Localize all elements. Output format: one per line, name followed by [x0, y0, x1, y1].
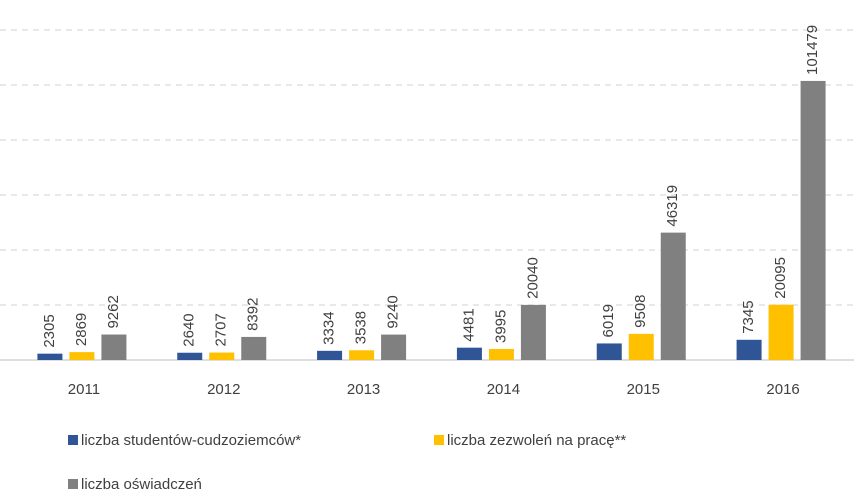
- bar: [349, 350, 375, 360]
- bar: [596, 343, 622, 360]
- legend-swatch: [434, 435, 444, 445]
- data-label: 3538: [353, 311, 370, 344]
- data-label: 20095: [772, 257, 789, 299]
- bar: [381, 334, 407, 360]
- x-tick-label: 2015: [627, 381, 660, 398]
- bar: [488, 349, 514, 360]
- x-tick-label: 2013: [347, 381, 380, 398]
- data-label: 20040: [524, 257, 541, 299]
- legend-swatch: [68, 435, 78, 445]
- bar: [317, 350, 343, 360]
- bar: [69, 352, 95, 360]
- data-label: 2869: [73, 313, 90, 346]
- x-tick-label: 2012: [207, 381, 240, 398]
- bar: [209, 352, 235, 360]
- data-label: 4481: [460, 308, 477, 341]
- data-label: 2640: [181, 313, 198, 346]
- bar: [101, 334, 127, 360]
- data-label: 2707: [213, 313, 230, 346]
- bar: [37, 353, 63, 360]
- bar: [660, 232, 686, 360]
- x-tick-label: 2011: [68, 381, 100, 398]
- data-label: 8392: [245, 298, 262, 331]
- bar: [456, 347, 482, 360]
- legend-label: liczba oświadczeń: [81, 476, 202, 493]
- data-label: 9240: [385, 295, 402, 328]
- bar: [177, 352, 203, 360]
- bar: [768, 304, 794, 360]
- bar: [241, 336, 267, 360]
- data-label: 3995: [492, 310, 509, 343]
- data-label: 2305: [41, 314, 58, 347]
- data-label: 7345: [740, 300, 757, 333]
- bar: [520, 304, 546, 360]
- legend-label: liczba zezwoleń na pracę**: [447, 432, 626, 449]
- x-tick-label: 2014: [487, 381, 520, 398]
- data-label: 3334: [321, 311, 338, 344]
- data-label: 46319: [664, 185, 681, 227]
- data-label: 9262: [105, 295, 122, 328]
- data-label: 6019: [600, 304, 617, 337]
- bar: [736, 339, 762, 360]
- bar: [628, 333, 654, 360]
- legend-label: liczba studentów-cudzoziemców*: [81, 432, 301, 449]
- bar: [800, 80, 826, 361]
- legend-swatch: [68, 479, 78, 489]
- x-tick-label: 2016: [766, 381, 799, 398]
- data-label: 9508: [632, 294, 649, 327]
- data-label: 101479: [804, 25, 821, 75]
